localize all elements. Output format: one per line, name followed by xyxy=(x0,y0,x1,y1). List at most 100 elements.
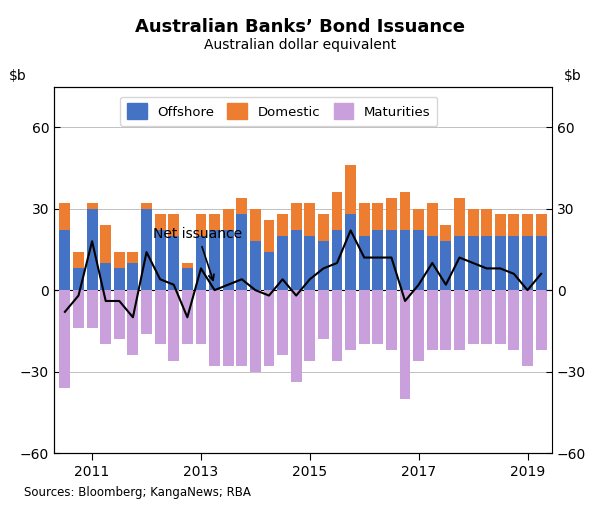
Bar xyxy=(236,214,247,290)
Bar xyxy=(467,236,479,290)
Bar xyxy=(59,290,70,388)
Bar xyxy=(291,290,302,382)
Bar xyxy=(400,231,410,290)
Bar xyxy=(59,231,70,290)
Bar xyxy=(168,236,179,290)
Bar xyxy=(291,231,302,290)
Bar xyxy=(359,290,370,345)
Bar xyxy=(114,268,125,290)
Bar xyxy=(196,236,206,290)
Bar xyxy=(250,241,261,290)
Text: Net issuance: Net issuance xyxy=(154,227,242,280)
Bar xyxy=(400,192,410,231)
Bar xyxy=(373,203,383,231)
Bar xyxy=(386,231,397,290)
Bar xyxy=(359,236,370,290)
Bar xyxy=(454,290,465,350)
Bar xyxy=(481,290,492,345)
Bar xyxy=(263,219,274,252)
Bar xyxy=(223,290,233,366)
Text: $b: $b xyxy=(564,69,582,83)
Bar xyxy=(223,209,233,231)
Bar xyxy=(127,252,139,263)
Bar xyxy=(467,290,479,345)
Bar xyxy=(440,290,451,350)
Bar xyxy=(467,209,479,236)
Bar xyxy=(332,290,343,361)
Bar xyxy=(318,214,329,241)
Bar xyxy=(304,236,315,290)
Bar xyxy=(304,290,315,361)
Bar xyxy=(114,252,125,268)
Bar xyxy=(440,225,451,241)
Bar xyxy=(373,290,383,345)
Bar xyxy=(481,209,492,236)
Bar xyxy=(59,203,70,231)
Bar xyxy=(495,290,506,345)
Bar xyxy=(86,203,98,209)
Bar xyxy=(277,214,288,236)
Text: Australian dollar equivalent: Australian dollar equivalent xyxy=(204,38,396,52)
Bar xyxy=(413,231,424,290)
Bar xyxy=(86,209,98,290)
Bar xyxy=(114,290,125,339)
Bar xyxy=(196,290,206,345)
Bar xyxy=(508,290,520,350)
Bar xyxy=(263,290,274,366)
Bar xyxy=(291,203,302,231)
Bar xyxy=(359,203,370,236)
Bar xyxy=(168,290,179,361)
Bar xyxy=(141,209,152,290)
Bar xyxy=(250,290,261,372)
Bar xyxy=(522,214,533,236)
Bar xyxy=(209,214,220,231)
Bar xyxy=(100,290,111,345)
Bar xyxy=(223,231,233,290)
Bar xyxy=(427,236,438,290)
Bar xyxy=(236,198,247,214)
Bar xyxy=(495,214,506,236)
Bar xyxy=(522,236,533,290)
Bar xyxy=(141,203,152,209)
Bar xyxy=(277,236,288,290)
Bar xyxy=(440,241,451,290)
Bar xyxy=(100,225,111,263)
Bar xyxy=(236,290,247,366)
Bar xyxy=(209,290,220,366)
Bar xyxy=(73,268,84,290)
Bar xyxy=(155,214,166,231)
Bar xyxy=(427,290,438,350)
Bar xyxy=(345,290,356,350)
Bar xyxy=(263,252,274,290)
Bar xyxy=(73,252,84,268)
Bar xyxy=(332,192,343,231)
Bar xyxy=(495,236,506,290)
Bar xyxy=(318,241,329,290)
Text: Sources: Bloomberg; KangaNews; RBA: Sources: Bloomberg; KangaNews; RBA xyxy=(24,486,251,499)
Bar xyxy=(86,290,98,328)
Bar xyxy=(100,263,111,290)
Bar xyxy=(454,198,465,236)
Bar xyxy=(73,290,84,328)
Bar xyxy=(536,290,547,350)
Bar xyxy=(386,290,397,350)
Text: $b: $b xyxy=(9,69,27,83)
Bar xyxy=(182,290,193,345)
Bar xyxy=(155,290,166,345)
Bar xyxy=(168,214,179,236)
Bar xyxy=(427,203,438,236)
Bar xyxy=(318,290,329,339)
Bar xyxy=(536,236,547,290)
Bar xyxy=(400,290,410,399)
Bar xyxy=(250,209,261,241)
Bar xyxy=(345,165,356,214)
Bar xyxy=(277,290,288,355)
Legend: Offshore, Domestic, Maturities: Offshore, Domestic, Maturities xyxy=(121,97,437,126)
Bar xyxy=(508,236,520,290)
Bar xyxy=(209,231,220,290)
Bar xyxy=(508,214,520,236)
Bar xyxy=(536,214,547,236)
Bar xyxy=(332,231,343,290)
Bar xyxy=(141,290,152,333)
Bar xyxy=(373,231,383,290)
